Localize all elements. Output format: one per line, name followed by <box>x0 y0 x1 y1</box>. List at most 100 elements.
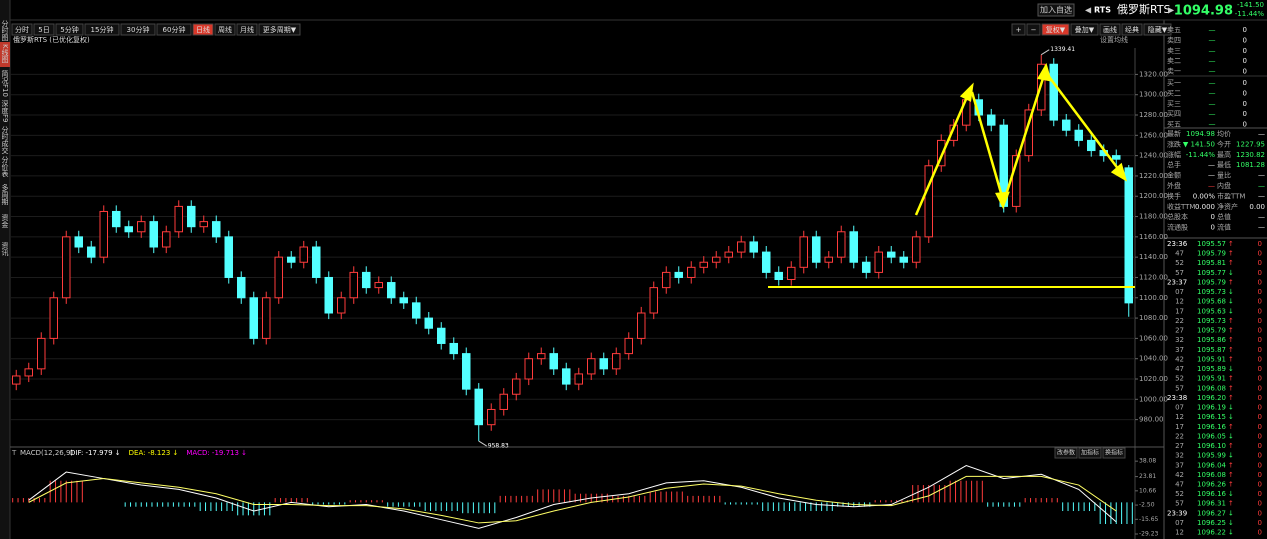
tick-time: 27 <box>1175 442 1184 450</box>
stat-value: — <box>1258 172 1265 180</box>
period-tab[interactable] <box>55 23 84 36</box>
sidebar-tab[interactable]: 多周期 <box>1 183 9 206</box>
candle-body <box>987 114 996 126</box>
tick-volume: 0 <box>1258 413 1262 421</box>
stat-value: 0.00 <box>1249 203 1265 211</box>
period-tab-label[interactable]: 周线 <box>218 25 232 34</box>
stat-label: 收益TTM <box>1167 202 1195 211</box>
y-tick-label: 1060.00 <box>1139 334 1168 342</box>
candle-body <box>399 297 408 304</box>
stat-value: 1230.82 <box>1236 151 1265 159</box>
period-tab[interactable] <box>192 23 214 36</box>
macd-icon[interactable]: T <box>11 449 17 457</box>
tick-volume: 0 <box>1258 461 1262 469</box>
indicator-button-label[interactable]: 加指标 <box>1081 449 1099 457</box>
trend-arrow <box>1046 73 1123 175</box>
chart-subtitle: 俄罗斯RTS (已优化复权) <box>13 35 90 44</box>
sidebar-tab[interactable]: 资讯 <box>1 241 9 257</box>
stat-label: 量比 <box>1217 171 1231 180</box>
period-tab[interactable] <box>156 23 192 36</box>
candle-body <box>49 297 58 339</box>
period-tab-label[interactable]: 5日 <box>38 26 49 34</box>
period-tab[interactable] <box>84 23 120 36</box>
period-tab-label[interactable]: 分时 <box>15 25 29 34</box>
prev-arrow[interactable]: ◀ <box>1085 6 1092 15</box>
period-tab-label[interactable]: 60分钟 <box>163 25 186 34</box>
period-tab[interactable] <box>11 23 33 36</box>
tool-button[interactable] <box>1041 23 1070 36</box>
tick-price: 1096.04 <box>1197 461 1226 469</box>
indicator-button-label[interactable]: 改参数 <box>1057 449 1075 457</box>
period-tab-label[interactable]: 5分钟 <box>60 25 78 34</box>
book-volume: 0 <box>1243 79 1247 87</box>
indicator-button[interactable] <box>1078 447 1102 459</box>
period-tab-label[interactable]: 30分钟 <box>127 25 150 34</box>
tick-price: 1095.87 <box>1197 346 1226 354</box>
candle-body <box>1087 139 1096 152</box>
stat-label: 涨幅 <box>1167 150 1181 159</box>
tick-volume: 0 <box>1258 481 1262 489</box>
candle-body <box>162 231 171 248</box>
trend-arrow <box>970 91 1005 201</box>
tick-arrow: ↓ <box>1228 529 1234 537</box>
sidebar-tab[interactable]: 分时图 <box>1 19 9 42</box>
indicator-button[interactable] <box>1102 447 1126 459</box>
tick-price: 1095.86 <box>1197 336 1226 344</box>
tool-button[interactable] <box>1026 23 1041 36</box>
candle-body <box>199 221 208 228</box>
candle-body <box>937 139 946 167</box>
tool-label[interactable]: 隐藏▼ <box>1148 25 1168 34</box>
tick-volume: 0 <box>1258 288 1262 296</box>
period-tab-label[interactable]: 15分钟 <box>91 25 114 34</box>
tick-price: 1096.26 <box>1197 481 1226 489</box>
tool-label[interactable]: − <box>1031 26 1037 34</box>
tick-price: 1096.16 <box>1197 490 1226 498</box>
candle-body <box>237 276 246 299</box>
next-arrow[interactable]: ▶ <box>1168 6 1175 15</box>
tick-volume: 0 <box>1258 423 1262 431</box>
sidebar-tab[interactable]: K线图 <box>1 44 9 64</box>
sidebar-tab[interactable]: 简况F10 <box>1 69 9 97</box>
period-tab-label[interactable]: 日线 <box>196 25 210 34</box>
tool-button[interactable] <box>1011 23 1026 36</box>
tool-button[interactable] <box>1121 23 1143 36</box>
sidebar-tab[interactable]: 深度F9 <box>1 99 9 122</box>
tick-arrow: ↑ <box>1228 336 1234 344</box>
indicator-button-label[interactable]: 换指标 <box>1105 449 1123 457</box>
tool-button[interactable] <box>1070 23 1099 36</box>
tick-arrow: ↓ <box>1228 365 1234 373</box>
period-tab[interactable] <box>236 23 258 36</box>
candle-body <box>437 327 446 344</box>
period-tab-label[interactable]: 更多周期▼ <box>263 25 297 34</box>
tool-button[interactable] <box>1143 23 1172 36</box>
tool-label[interactable]: 复权▼ <box>1046 25 1066 34</box>
period-tab-label[interactable]: 月线 <box>240 25 254 34</box>
tool-label[interactable]: 叠加▼ <box>1075 25 1095 34</box>
tick-arrow: ↓ <box>1228 432 1234 440</box>
add-button[interactable] <box>1037 3 1075 17</box>
tool-label[interactable]: + <box>1016 26 1022 34</box>
book-label: 卖二 <box>1167 57 1181 65</box>
indicator-button[interactable] <box>1054 447 1078 459</box>
tool-label[interactable]: 经典 <box>1125 25 1139 34</box>
period-tab[interactable] <box>258 23 301 36</box>
y-tick-label: 10.66 <box>1139 487 1156 494</box>
book-volume: 0 <box>1243 100 1247 108</box>
candle-body <box>412 302 421 319</box>
stat-value: 0.00% <box>1193 192 1216 200</box>
candle-body <box>637 312 646 339</box>
period-tab[interactable] <box>120 23 156 36</box>
book-volume: 0 <box>1243 110 1247 118</box>
stat-label: 涨跌 <box>1167 139 1181 148</box>
sidebar-tab[interactable]: 资金 <box>1 213 9 228</box>
add-button-label[interactable]: 加入自选 <box>1040 5 1072 15</box>
period-tab[interactable] <box>33 23 55 36</box>
sidebar-tab[interactable]: 分价表 <box>1 155 9 178</box>
period-tab[interactable] <box>214 23 236 36</box>
tool-button[interactable] <box>1099 23 1121 36</box>
tool-label[interactable]: 画线 <box>1103 25 1117 34</box>
ma-button[interactable]: 设置均线 <box>1100 35 1128 44</box>
sidebar-tab[interactable]: 分时成交 <box>1 125 9 155</box>
stat-label: 今开 <box>1217 139 1231 148</box>
candle-body <box>337 297 346 314</box>
